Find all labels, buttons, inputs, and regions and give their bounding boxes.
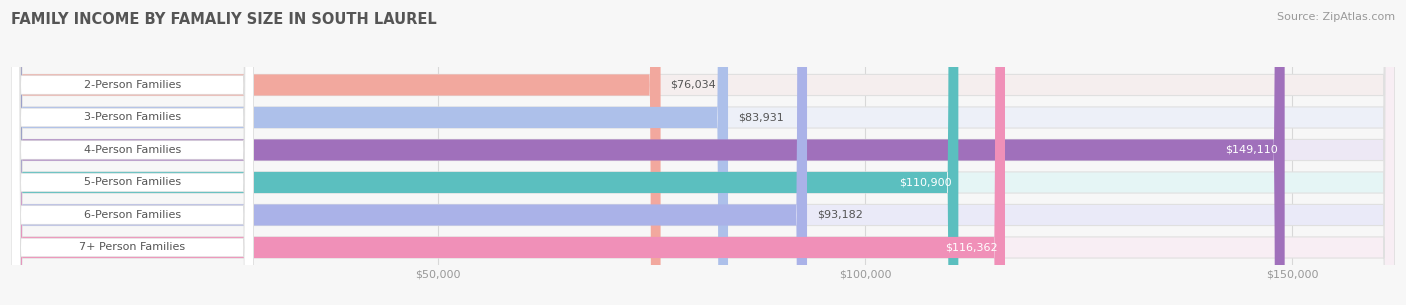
FancyBboxPatch shape [11, 0, 728, 305]
Text: $76,034: $76,034 [671, 80, 716, 90]
FancyBboxPatch shape [11, 0, 807, 305]
FancyBboxPatch shape [11, 0, 1395, 305]
FancyBboxPatch shape [11, 0, 1395, 305]
Text: $83,931: $83,931 [738, 113, 783, 123]
Text: Source: ZipAtlas.com: Source: ZipAtlas.com [1277, 12, 1395, 22]
FancyBboxPatch shape [11, 0, 1395, 305]
FancyBboxPatch shape [11, 0, 253, 305]
Text: $110,900: $110,900 [898, 178, 952, 188]
Text: 2-Person Families: 2-Person Families [84, 80, 181, 90]
FancyBboxPatch shape [11, 0, 1005, 305]
Text: FAMILY INCOME BY FAMALIY SIZE IN SOUTH LAUREL: FAMILY INCOME BY FAMALIY SIZE IN SOUTH L… [11, 12, 437, 27]
Text: 7+ Person Families: 7+ Person Families [79, 242, 186, 253]
FancyBboxPatch shape [11, 0, 253, 305]
Text: 5-Person Families: 5-Person Families [84, 178, 181, 188]
Text: 4-Person Families: 4-Person Families [84, 145, 181, 155]
FancyBboxPatch shape [11, 0, 1395, 305]
FancyBboxPatch shape [11, 0, 959, 305]
FancyBboxPatch shape [11, 0, 661, 305]
Text: $149,110: $149,110 [1225, 145, 1278, 155]
FancyBboxPatch shape [11, 0, 253, 305]
Text: 6-Person Families: 6-Person Families [84, 210, 181, 220]
FancyBboxPatch shape [11, 0, 1395, 305]
FancyBboxPatch shape [11, 0, 1285, 305]
Text: $116,362: $116,362 [945, 242, 998, 253]
Text: 3-Person Families: 3-Person Families [84, 113, 181, 123]
FancyBboxPatch shape [11, 0, 253, 305]
FancyBboxPatch shape [11, 0, 253, 305]
FancyBboxPatch shape [11, 0, 1395, 305]
FancyBboxPatch shape [11, 0, 253, 305]
Text: $93,182: $93,182 [817, 210, 863, 220]
